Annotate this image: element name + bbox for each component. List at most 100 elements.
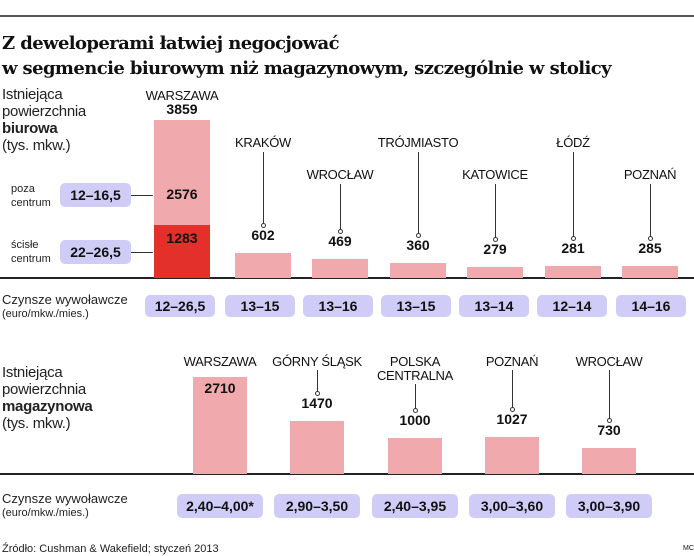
leader-dot xyxy=(338,228,343,234)
outside-center-label: poza centrum xyxy=(11,182,51,210)
category-label: POZNAŃ xyxy=(485,354,539,369)
leader-line xyxy=(317,370,318,393)
title-line-1: Z deweloperami łatwiej negocjować xyxy=(2,33,340,54)
bar xyxy=(312,258,368,278)
leader-line xyxy=(573,152,574,238)
value-label: 730 xyxy=(597,421,621,438)
leader-dot xyxy=(571,236,576,242)
rent-pill: 2,90–3,50 xyxy=(274,494,360,518)
bar xyxy=(545,266,601,278)
label-line: (euro/mkw./mies.) xyxy=(2,507,89,519)
value-label: 1027 xyxy=(496,411,528,428)
leader-dot xyxy=(648,236,653,242)
office-label: Istniejąca powierzchnia biurowa (tys. mk… xyxy=(2,86,86,154)
label-line: Czynsze wywoławcze xyxy=(2,292,128,307)
bar xyxy=(235,253,291,278)
value-label: 3859 xyxy=(166,101,198,117)
bar xyxy=(467,266,523,278)
office-baseline xyxy=(0,277,694,279)
bar-warszawa-outside-center xyxy=(154,120,210,226)
bar xyxy=(390,263,446,278)
rent-pill: 13–14 xyxy=(459,295,529,317)
leader-line xyxy=(495,184,496,238)
bar-warszawa-core-center xyxy=(154,225,210,278)
category-label: KRAKÓW xyxy=(235,135,291,150)
leader-line xyxy=(340,184,341,230)
warehouse-label-line: Istniejąca xyxy=(2,364,63,381)
category-label: KATOWICE xyxy=(462,167,528,182)
label-line: Czynsze wywoławcze xyxy=(2,491,128,506)
outside-rent-pill: 12–16,5 xyxy=(60,183,131,207)
value-label: 279 xyxy=(483,240,507,257)
category-label: ŁÓDŹ xyxy=(556,135,590,150)
office-rent-label: Czynsze wywoławcze (euro/mkw./mies.) xyxy=(2,293,128,321)
rent-pill: 2,40–4,00* xyxy=(177,494,263,518)
title-line-2: w segmencie biurowym niż magazynowym, sz… xyxy=(2,58,612,79)
connector-line xyxy=(131,195,153,196)
bar xyxy=(290,421,344,474)
value-label: 469 xyxy=(328,232,352,249)
leader-dot xyxy=(510,407,515,413)
category-label: POZNAŃ xyxy=(623,167,677,182)
value-label: 1283 xyxy=(166,230,198,246)
value-label: 281 xyxy=(561,240,585,257)
warehouse-label-line: (tys. mkw.) xyxy=(2,415,71,432)
rent-pill: 3,00–3,60 xyxy=(469,494,555,518)
office-label-line: Istniejąca xyxy=(2,86,63,103)
rent-pill: 14–16 xyxy=(616,295,686,317)
rent-pill: 13–16 xyxy=(303,295,373,317)
leader-dot xyxy=(315,391,320,397)
bar xyxy=(582,447,636,474)
value-label: 2710 xyxy=(204,380,236,396)
warehouse-label: Istniejąca powierzchnia magazynowa (tys.… xyxy=(2,364,93,432)
warehouse-label-line: powierzchnia xyxy=(2,381,86,398)
value-label: 2576 xyxy=(166,186,198,202)
bar xyxy=(193,377,247,474)
label-line: centrum xyxy=(11,197,51,209)
value-label: 1470 xyxy=(301,395,333,412)
category-label: POLSKA CENTRALNA xyxy=(376,354,454,383)
connector-line xyxy=(131,252,153,253)
office-label-line: powierzchnia xyxy=(2,103,86,120)
bar xyxy=(622,266,678,278)
rent-pill: 2,40–3,95 xyxy=(372,494,458,518)
credit: MC xyxy=(683,545,694,552)
leader-dot xyxy=(493,236,498,242)
source-note: Źródło: Cushman & Wakefield; styczeń 201… xyxy=(2,543,219,555)
label-line: (euro/mkw./mies.) xyxy=(2,308,89,320)
top-rule xyxy=(0,15,694,17)
office-label-line: (tys. mkw.) xyxy=(2,137,71,154)
office-label-line: biurowa xyxy=(2,120,58,137)
leader-dot xyxy=(416,233,421,239)
core-rent-pill: 22–26,5 xyxy=(60,240,131,264)
warehouse-baseline xyxy=(0,473,694,475)
category-label: WARSZAWA xyxy=(183,354,257,369)
value-label: 1000 xyxy=(399,412,431,429)
rent-pill: 12–14 xyxy=(537,295,607,317)
leader-line xyxy=(263,152,264,225)
core-center-label: ścisłe centrum xyxy=(11,238,51,266)
label-line: centrum xyxy=(11,253,51,265)
bar xyxy=(485,437,539,474)
value-label: 602 xyxy=(251,227,275,244)
warehouse-rent-label: Czynsze wywoławcze (euro/mkw./mies.) xyxy=(2,492,128,520)
leader-line xyxy=(418,152,419,235)
rent-pill: 12–26,5 xyxy=(145,295,215,317)
leader-line xyxy=(415,384,416,410)
rent-pill: 13–15 xyxy=(225,295,295,317)
category-label: WARSZAWA xyxy=(145,88,219,103)
leader-dot xyxy=(261,223,266,229)
value-label: 285 xyxy=(638,240,662,257)
category-label: WROCŁAW xyxy=(306,167,374,182)
leader-line xyxy=(650,184,651,238)
bar xyxy=(388,438,442,474)
leader-dot xyxy=(413,408,418,414)
rent-pill: 3,00–3,90 xyxy=(566,494,652,518)
warehouse-label-line: magazynowa xyxy=(2,398,93,415)
category-label: WROCŁAW xyxy=(575,354,643,369)
leader-dot xyxy=(607,417,612,423)
rent-pill: 13–15 xyxy=(381,295,451,317)
leader-line xyxy=(512,370,513,409)
leader-line xyxy=(609,370,610,419)
